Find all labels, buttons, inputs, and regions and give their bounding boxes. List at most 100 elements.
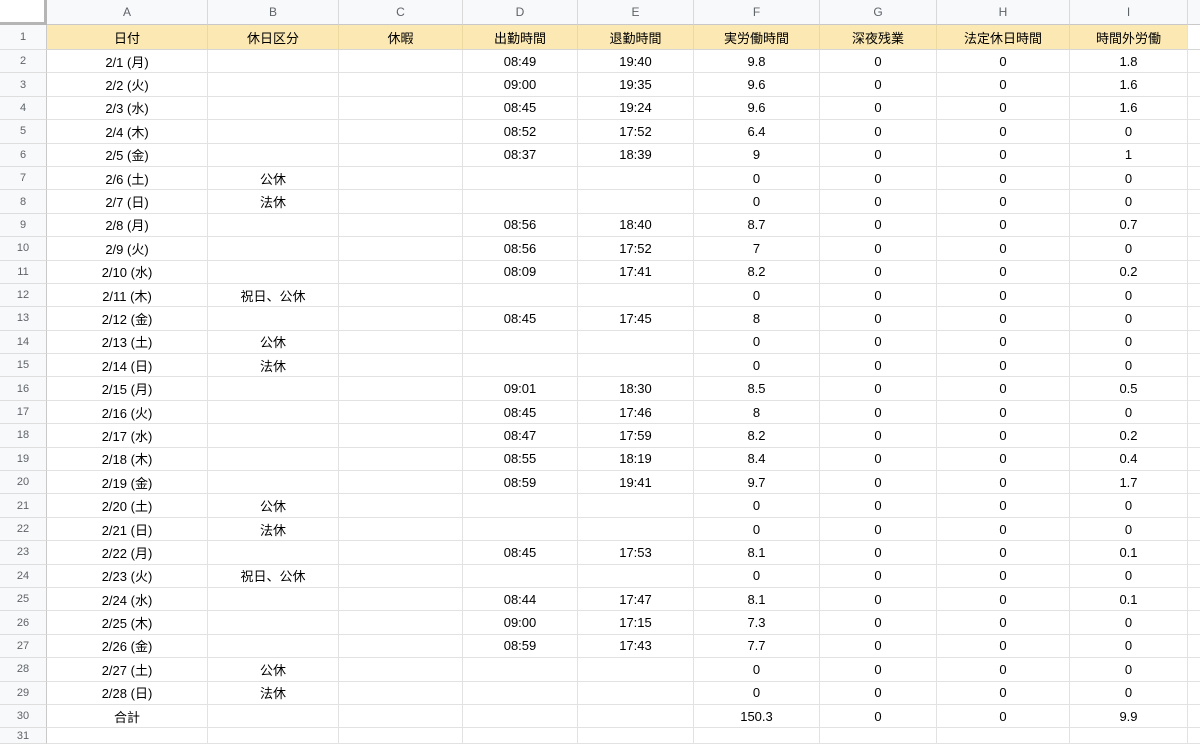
cell-B31[interactable] bbox=[208, 728, 339, 744]
cell-D10[interactable]: 08:56 bbox=[463, 237, 578, 261]
cell-B28[interactable]: 公休 bbox=[208, 658, 339, 682]
cell-G11[interactable]: 0 bbox=[820, 260, 937, 284]
cell-C7[interactable] bbox=[339, 166, 463, 191]
cell-I30[interactable]: 9.9 bbox=[1070, 704, 1188, 729]
cell-C5[interactable] bbox=[339, 120, 463, 144]
cell-A13[interactable]: 2/12 (金) bbox=[47, 307, 208, 331]
cell-G16[interactable]: 0 bbox=[820, 377, 937, 401]
cell-C29[interactable] bbox=[339, 681, 463, 705]
row-header-1[interactable]: 1 bbox=[0, 25, 47, 50]
column-header-H[interactable]: H bbox=[937, 0, 1070, 25]
cell-A28[interactable]: 2/27 (土) bbox=[47, 658, 208, 682]
cell-A29[interactable]: 2/28 (日) bbox=[47, 681, 208, 705]
cell-A19[interactable]: 2/18 (木) bbox=[47, 447, 208, 472]
cell-A12[interactable]: 2/11 (木) bbox=[47, 283, 208, 308]
column-header-B[interactable]: B bbox=[208, 0, 339, 25]
cell-A7[interactable]: 2/6 (土) bbox=[47, 166, 208, 191]
cell-G9[interactable]: 0 bbox=[820, 213, 937, 238]
cell-overflow-7[interactable] bbox=[1188, 166, 1200, 191]
cell-D8[interactable] bbox=[463, 190, 578, 214]
cell-B5[interactable] bbox=[208, 120, 339, 144]
cell-G17[interactable]: 0 bbox=[820, 400, 937, 425]
cell-A25[interactable]: 2/24 (水) bbox=[47, 587, 208, 612]
cell-B4[interactable] bbox=[208, 96, 339, 121]
cell-C1[interactable]: 休暇 bbox=[339, 25, 463, 50]
cell-G2[interactable]: 0 bbox=[820, 50, 937, 74]
cell-E15[interactable] bbox=[578, 354, 694, 378]
cell-overflow-30[interactable] bbox=[1188, 704, 1200, 729]
cell-D30[interactable] bbox=[463, 704, 578, 729]
cell-D6[interactable]: 08:37 bbox=[463, 143, 578, 167]
cell-B24[interactable]: 祝日、公休 bbox=[208, 564, 339, 588]
cell-overflow-24[interactable] bbox=[1188, 564, 1200, 588]
cell-G24[interactable]: 0 bbox=[820, 564, 937, 588]
cell-E30[interactable] bbox=[578, 704, 694, 729]
cell-B10[interactable] bbox=[208, 237, 339, 261]
cell-A20[interactable]: 2/19 (金) bbox=[47, 471, 208, 495]
cell-H11[interactable]: 0 bbox=[937, 260, 1070, 284]
cell-E19[interactable]: 18:19 bbox=[578, 447, 694, 472]
cell-E6[interactable]: 18:39 bbox=[578, 143, 694, 167]
cell-H24[interactable]: 0 bbox=[937, 564, 1070, 588]
cell-I24[interactable]: 0 bbox=[1070, 564, 1188, 588]
cell-G8[interactable]: 0 bbox=[820, 190, 937, 214]
cell-H16[interactable]: 0 bbox=[937, 377, 1070, 401]
cell-G22[interactable]: 0 bbox=[820, 517, 937, 542]
cell-A21[interactable]: 2/20 (土) bbox=[47, 494, 208, 518]
cell-E5[interactable]: 17:52 bbox=[578, 120, 694, 144]
cell-D11[interactable]: 08:09 bbox=[463, 260, 578, 284]
cell-B2[interactable] bbox=[208, 50, 339, 74]
cell-D29[interactable] bbox=[463, 681, 578, 705]
cell-C23[interactable] bbox=[339, 541, 463, 565]
column-header-E[interactable]: E bbox=[578, 0, 694, 25]
cell-C30[interactable] bbox=[339, 704, 463, 729]
cell-I29[interactable]: 0 bbox=[1070, 681, 1188, 705]
row-header-12[interactable]: 12 bbox=[0, 283, 47, 308]
cell-B26[interactable] bbox=[208, 611, 339, 635]
cell-B12[interactable]: 祝日、公休 bbox=[208, 283, 339, 308]
cell-D15[interactable] bbox=[463, 354, 578, 378]
row-header-21[interactable]: 21 bbox=[0, 494, 47, 518]
cell-overflow-3[interactable] bbox=[1188, 73, 1200, 97]
cell-D27[interactable]: 08:59 bbox=[463, 634, 578, 659]
row-header-18[interactable]: 18 bbox=[0, 424, 47, 448]
cell-H15[interactable]: 0 bbox=[937, 354, 1070, 378]
cell-H10[interactable]: 0 bbox=[937, 237, 1070, 261]
cell-G20[interactable]: 0 bbox=[820, 471, 937, 495]
cell-G10[interactable]: 0 bbox=[820, 237, 937, 261]
cell-E18[interactable]: 17:59 bbox=[578, 424, 694, 448]
cell-F25[interactable]: 8.1 bbox=[694, 587, 820, 612]
cell-E20[interactable]: 19:41 bbox=[578, 471, 694, 495]
cell-H31[interactable] bbox=[937, 728, 1070, 744]
row-header-19[interactable]: 19 bbox=[0, 447, 47, 472]
cell-G7[interactable]: 0 bbox=[820, 166, 937, 191]
cell-A4[interactable]: 2/3 (水) bbox=[47, 96, 208, 121]
cell-G23[interactable]: 0 bbox=[820, 541, 937, 565]
cell-I6[interactable]: 1 bbox=[1070, 143, 1188, 167]
cell-A3[interactable]: 2/2 (火) bbox=[47, 73, 208, 97]
cell-F19[interactable]: 8.4 bbox=[694, 447, 820, 472]
cell-I19[interactable]: 0.4 bbox=[1070, 447, 1188, 472]
cell-A18[interactable]: 2/17 (水) bbox=[47, 424, 208, 448]
cell-overflow-25[interactable] bbox=[1188, 587, 1200, 612]
cell-I9[interactable]: 0.7 bbox=[1070, 213, 1188, 238]
cell-G28[interactable]: 0 bbox=[820, 658, 937, 682]
cell-E9[interactable]: 18:40 bbox=[578, 213, 694, 238]
cell-I12[interactable]: 0 bbox=[1070, 283, 1188, 308]
cell-C10[interactable] bbox=[339, 237, 463, 261]
cell-D28[interactable] bbox=[463, 658, 578, 682]
cell-F5[interactable]: 6.4 bbox=[694, 120, 820, 144]
cell-overflow-31[interactable] bbox=[1188, 728, 1200, 744]
cell-overflow-20[interactable] bbox=[1188, 471, 1200, 495]
cell-G21[interactable]: 0 bbox=[820, 494, 937, 518]
cell-B30[interactable] bbox=[208, 704, 339, 729]
cell-overflow-8[interactable] bbox=[1188, 190, 1200, 214]
cell-I17[interactable]: 0 bbox=[1070, 400, 1188, 425]
cell-C12[interactable] bbox=[339, 283, 463, 308]
cell-B16[interactable] bbox=[208, 377, 339, 401]
cell-H26[interactable]: 0 bbox=[937, 611, 1070, 635]
cell-C19[interactable] bbox=[339, 447, 463, 472]
cell-E27[interactable]: 17:43 bbox=[578, 634, 694, 659]
cell-B1[interactable]: 休日区分 bbox=[208, 25, 339, 50]
cell-C17[interactable] bbox=[339, 400, 463, 425]
